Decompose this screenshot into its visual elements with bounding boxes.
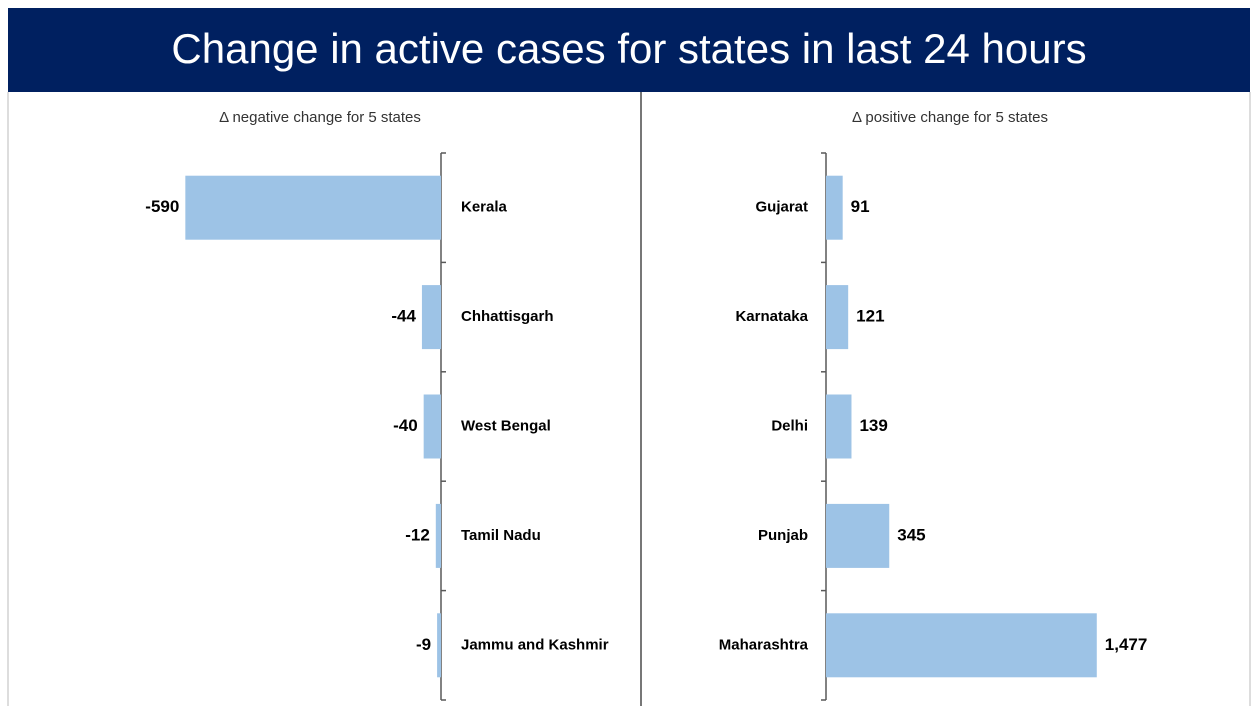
- title-banner: [8, 8, 1250, 92]
- category-label: Kerala: [461, 199, 508, 216]
- category-label: Delhi: [771, 417, 808, 434]
- bar: [826, 175, 843, 240]
- category-label: Chhattisgarh: [461, 308, 554, 325]
- bar: [421, 285, 441, 350]
- data-label: -9: [416, 635, 431, 654]
- data-label: 345: [897, 525, 925, 544]
- bar: [826, 285, 849, 350]
- data-label: -12: [405, 525, 430, 544]
- data-label: 1,477: [1105, 635, 1148, 654]
- bar: [826, 394, 852, 459]
- data-label: -590: [145, 197, 179, 216]
- chart-title: Δ positive change for 5 states: [852, 109, 1048, 126]
- page-title: Change in active cases for states in las…: [171, 25, 1086, 72]
- bar: [423, 394, 441, 459]
- category-label: Tamil Nadu: [461, 527, 541, 544]
- data-label: 121: [856, 307, 884, 326]
- category-label: Karnataka: [735, 308, 808, 325]
- bar: [185, 175, 441, 240]
- data-label: 91: [851, 197, 870, 216]
- category-label: Gujarat: [755, 199, 808, 216]
- category-label: Punjab: [758, 527, 808, 544]
- data-label: 139: [859, 416, 887, 435]
- data-label: -44: [391, 307, 416, 326]
- data-label: -40: [393, 416, 418, 435]
- chart-title: Δ negative change for 5 states: [219, 109, 421, 126]
- category-label: Jammu and Kashmir: [461, 636, 609, 653]
- category-label: Maharashtra: [719, 636, 809, 653]
- category-label: West Bengal: [461, 417, 551, 434]
- bar: [826, 613, 1097, 678]
- bar: [826, 503, 890, 568]
- bar: [435, 503, 441, 568]
- bar: [437, 613, 441, 678]
